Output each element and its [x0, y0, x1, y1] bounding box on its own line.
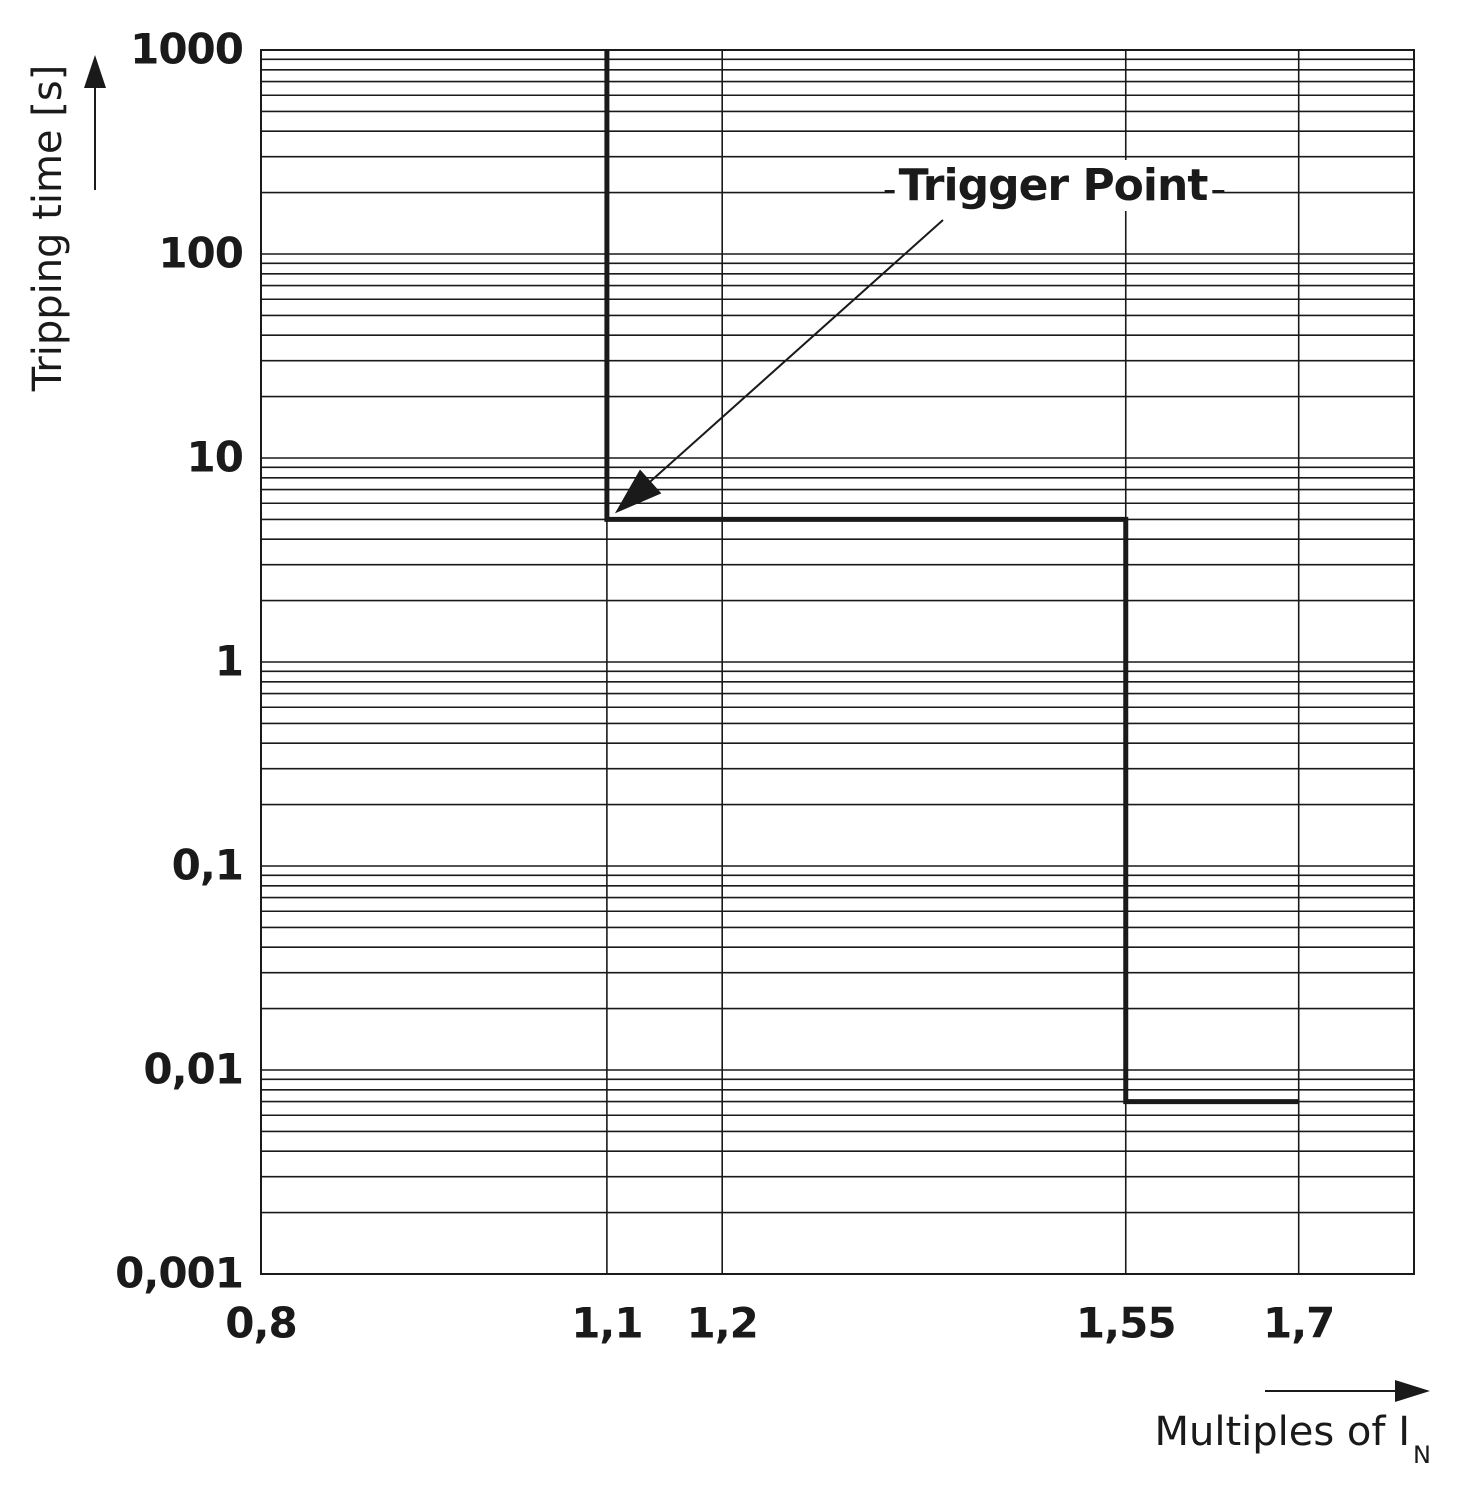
y-tick-label: 1000 — [130, 25, 243, 74]
y-tick-label: 100 — [158, 229, 243, 278]
x-axis-arrowhead — [1395, 1380, 1430, 1402]
y-tick-label: 0,001 — [115, 1249, 243, 1298]
annotation: Trigger Point — [899, 160, 1209, 211]
y-tick-label: 0,01 — [143, 1045, 243, 1094]
y-tick-label: 10 — [187, 433, 243, 482]
annotation-bg — [894, 160, 1213, 211]
annotation-arrowhead — [614, 469, 662, 514]
y-tick-label: 1 — [215, 637, 243, 686]
x-tick-label: 1,2 — [686, 1299, 757, 1348]
plot-frame — [260, 49, 1415, 1275]
y-axis-arrowhead — [84, 55, 106, 88]
x-axis-label-subscript: N — [1413, 1441, 1431, 1469]
line — [604, 50, 1299, 1105]
y-axis-label: Tripping time [s] — [25, 65, 71, 393]
x-tick-label: 0,8 — [225, 1299, 296, 1348]
x-axis-label: Multiples of I — [1154, 1409, 1410, 1455]
x-tick-label: 1,55 — [1076, 1299, 1176, 1348]
y-tick-label: 0,1 — [172, 841, 243, 890]
x-tick-label: 1,7 — [1263, 1299, 1334, 1348]
annotation-arrow — [644, 219, 944, 488]
x-tick-label: 1,1 — [571, 1299, 642, 1348]
